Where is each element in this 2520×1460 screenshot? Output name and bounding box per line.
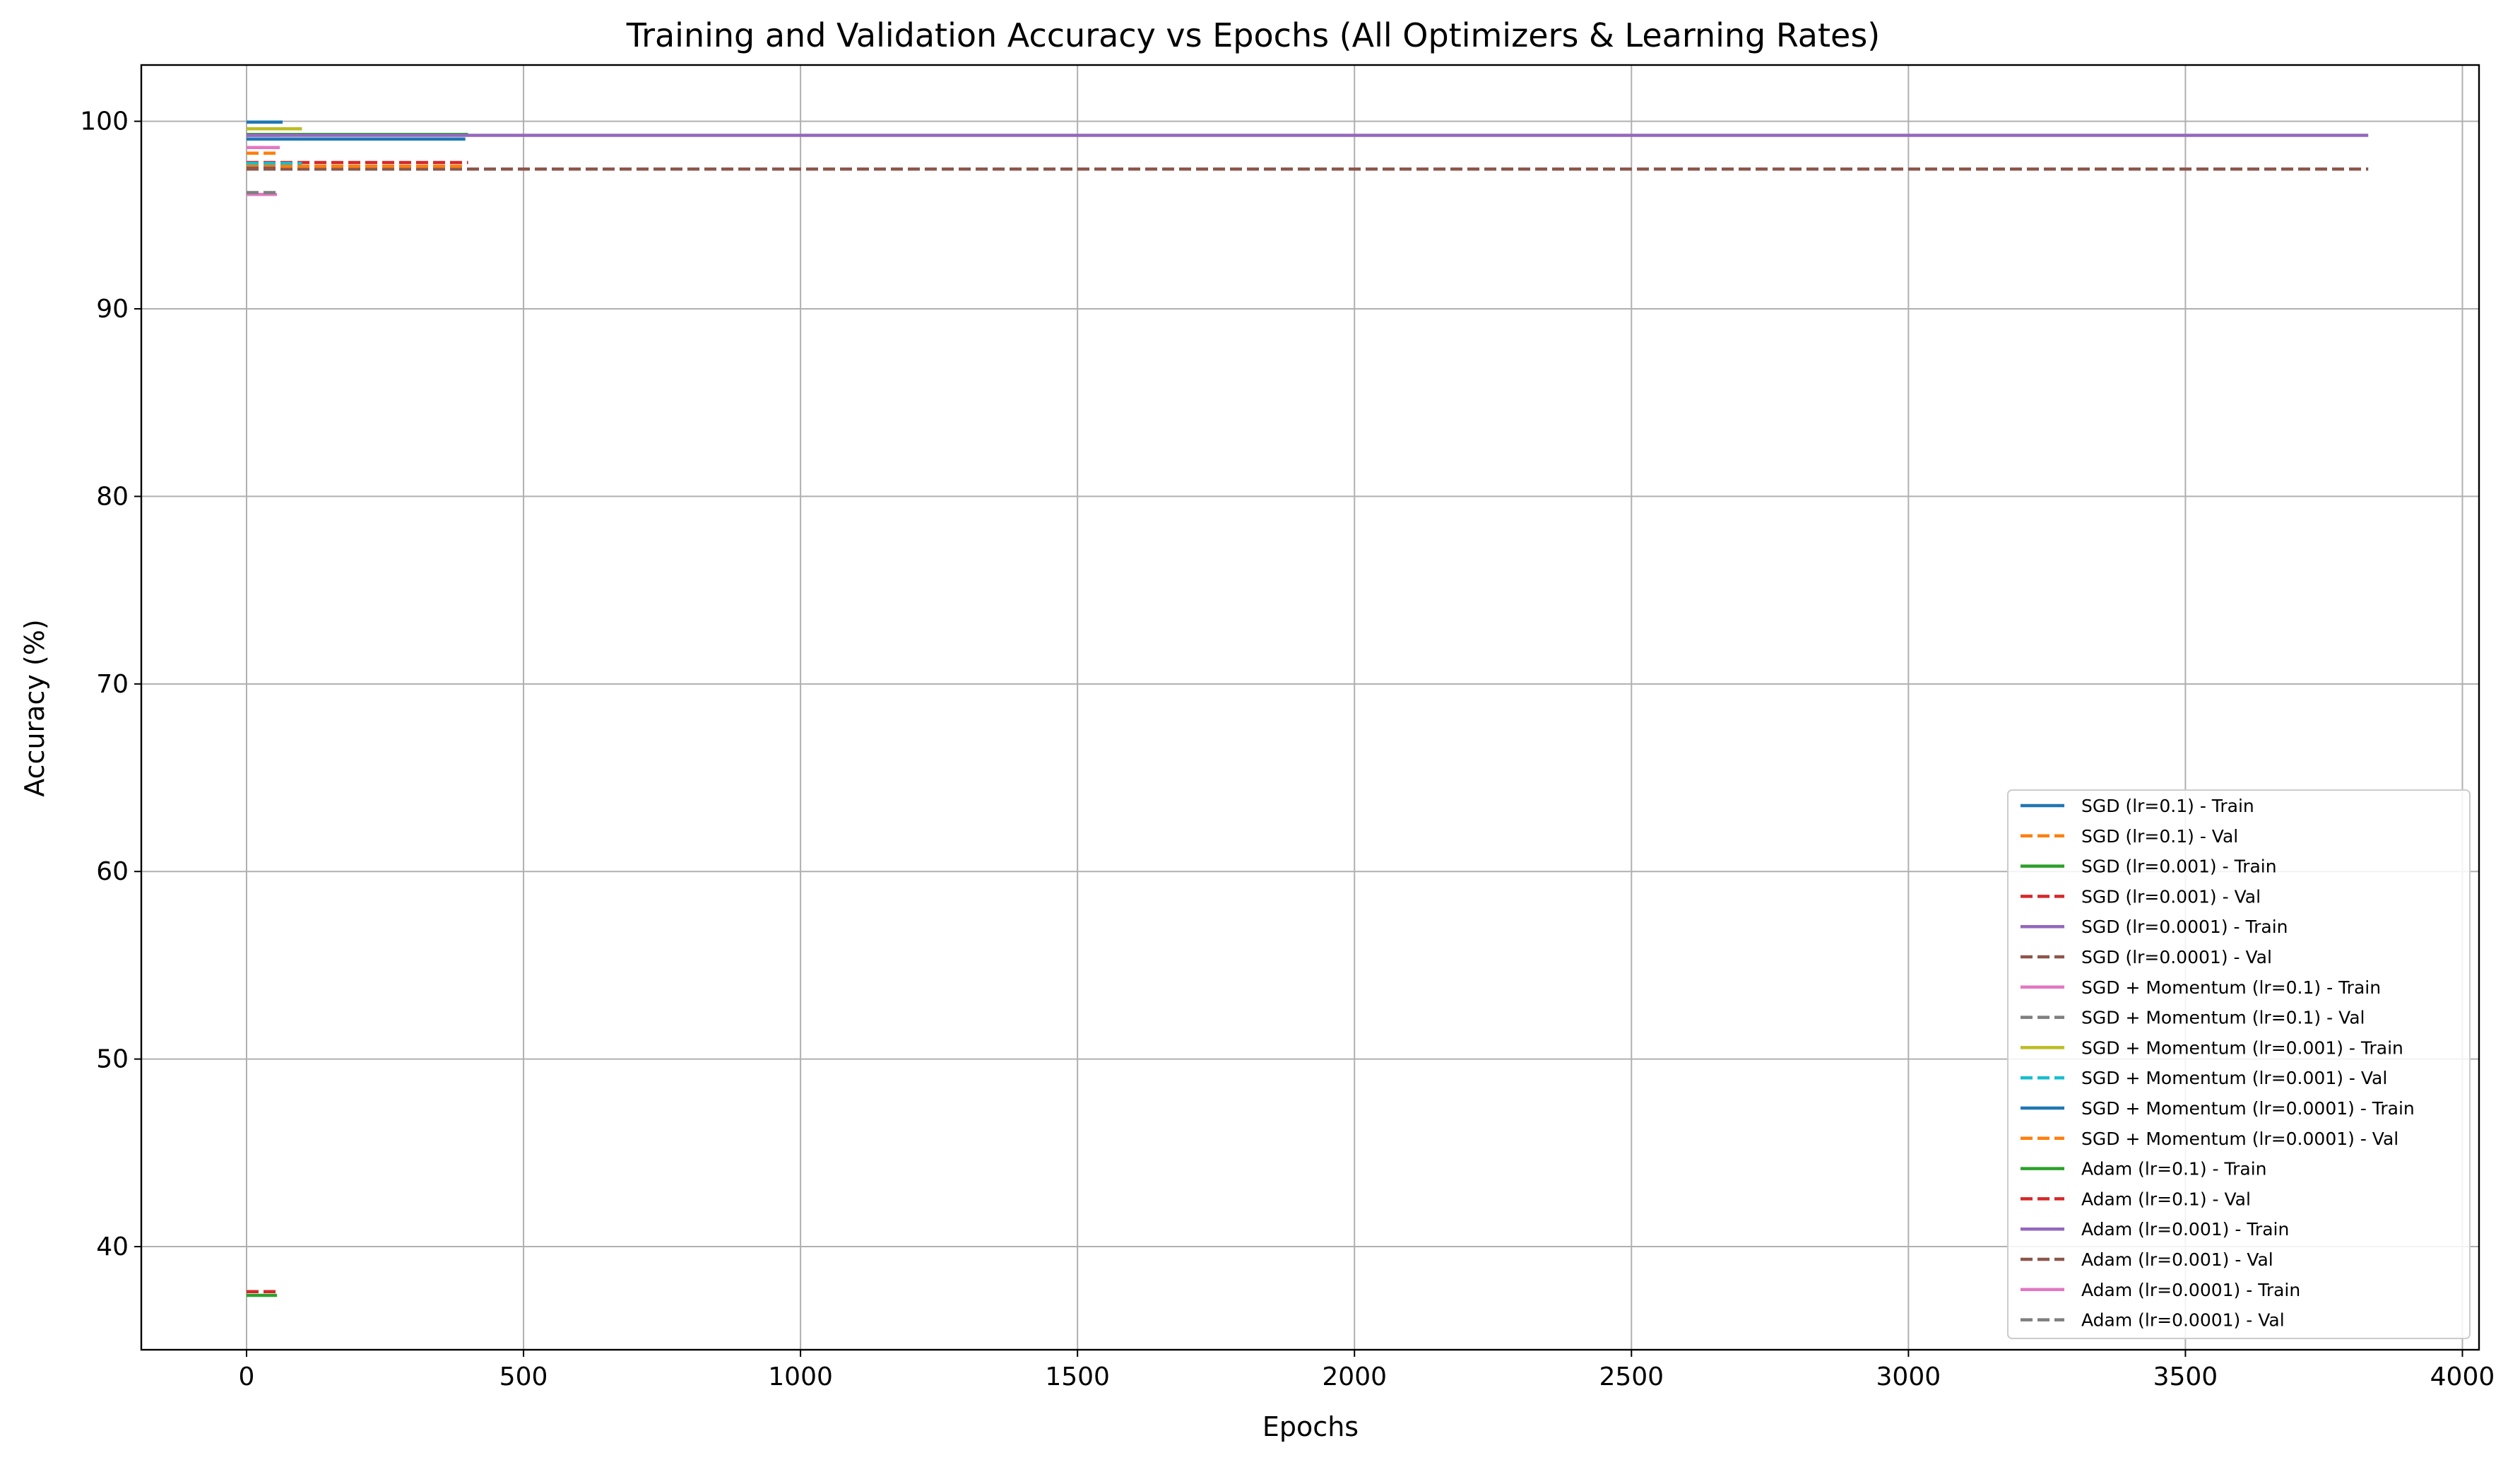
legend: SGD (lr=0.1) - Train SGD (lr=0.1) - Val SG… [2007, 789, 2471, 1339]
x-tick-label: 1000 [768, 1362, 833, 1391]
legend-label: Adam (lr=0.0001) - Train [2081, 1280, 2300, 1300]
legend-label: Adam (lr=0.0001) - Val [2081, 1310, 2285, 1331]
x-tick-label: 3000 [1876, 1362, 1941, 1391]
y-axis-ticks: 40 50 60 70 80 90 100 [80, 107, 141, 1261]
x-tick-label: 1500 [1045, 1362, 1110, 1391]
legend-label: Adam (lr=0.1) - Train [2081, 1159, 2267, 1179]
legend-label: SGD + Momentum (lr=0.1) - Train [2081, 977, 2381, 998]
y-tick-label: 90 [96, 295, 129, 324]
y-tick-label: 50 [96, 1045, 129, 1074]
legend-label: Adam (lr=0.001) - Val [2081, 1249, 2273, 1270]
x-tick-label: 0 [239, 1362, 255, 1391]
legend-items: SGD (lr=0.1) - Train SGD (lr=0.1) - Val SG… [2021, 796, 2415, 1331]
legend-label: SGD + Momentum (lr=0.1) - Val [2081, 1008, 2365, 1028]
x-axis-label: Epochs [1262, 1411, 1359, 1442]
y-tick-label: 80 [96, 482, 129, 511]
series-lines [247, 120, 2369, 1297]
chart-title: Training and Validation Accuracy vs Epoc… [626, 16, 1881, 54]
legend-label: SGD (lr=0.0001) - Val [2081, 947, 2272, 967]
x-tick-label: 500 [499, 1362, 548, 1391]
x-tick-label: 2500 [1599, 1362, 1664, 1391]
legend-label: SGD (lr=0.001) - Train [2081, 856, 2277, 877]
legend-label: SGD (lr=0.1) - Val [2081, 826, 2238, 847]
y-tick-label: 100 [80, 107, 129, 136]
legend-label: SGD (lr=0.1) - Train [2081, 796, 2254, 816]
legend-label: SGD + Momentum (lr=0.0001) - Train [2081, 1098, 2415, 1119]
legend-label: Adam (lr=0.1) - Val [2081, 1189, 2251, 1209]
legend-label: SGD + Momentum (lr=0.0001) - Val [2081, 1129, 2398, 1149]
y-tick-label: 40 [96, 1232, 129, 1261]
y-tick-label: 70 [96, 670, 129, 699]
x-tick-label: 3500 [2153, 1362, 2218, 1391]
y-axis-label: Accuracy (%) [19, 619, 50, 796]
legend-label: SGD (lr=0.001) - Val [2081, 886, 2261, 907]
plot-frame [140, 64, 2480, 1351]
legend-label: SGD + Momentum (lr=0.001) - Train [2081, 1037, 2403, 1058]
legend-label: SGD + Momentum (lr=0.001) - Val [2081, 1068, 2387, 1088]
legend-label: Adam (lr=0.001) - Train [2081, 1219, 2289, 1240]
x-axis-ticks: 0 500 1000 1500 2000 2500 3000 3500 4000 [239, 1350, 2495, 1391]
x-tick-label: 2000 [1322, 1362, 1387, 1391]
x-tick-label: 4000 [2430, 1362, 2495, 1391]
y-tick-label: 60 [96, 857, 129, 886]
legend-box [2007, 789, 2471, 1339]
legend-label: SGD (lr=0.0001) - Train [2081, 917, 2288, 937]
